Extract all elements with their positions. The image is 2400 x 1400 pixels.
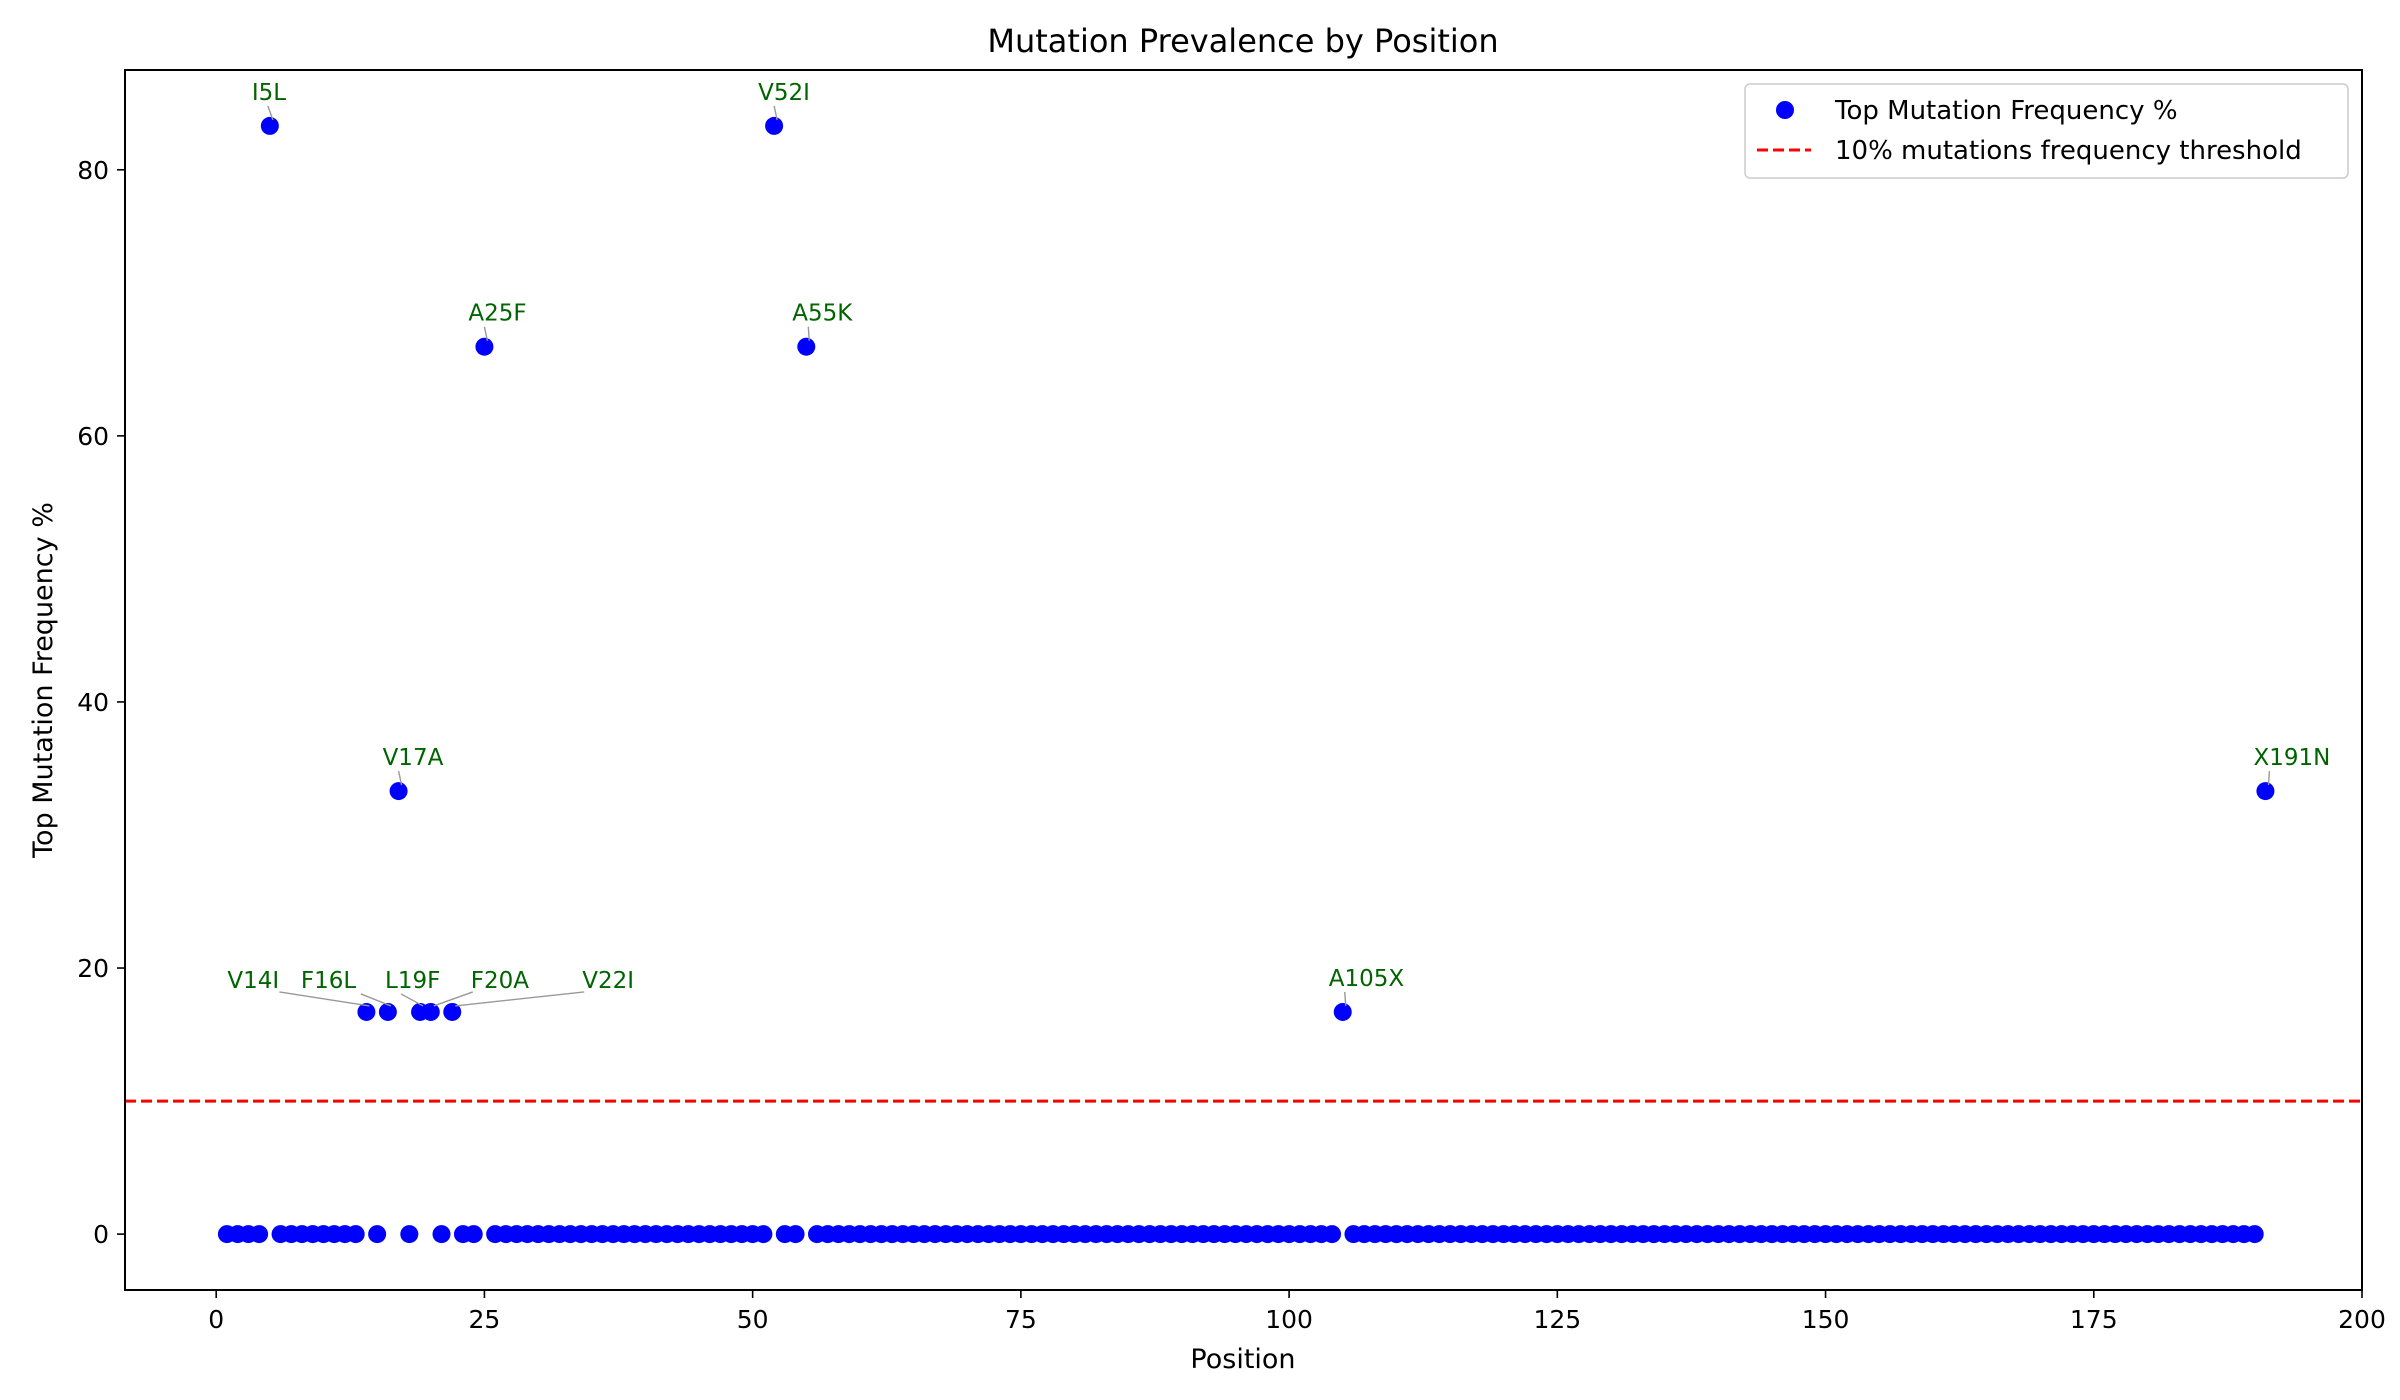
x-tick-label: 200 [2338, 1305, 2386, 1334]
annotation-arrow [397, 770, 403, 786]
data-point [443, 1002, 462, 1021]
y-axis-label: Top Mutation Frequency % [28, 502, 59, 859]
point-annotation-label: A55K [792, 301, 853, 327]
annotation-arrow [455, 991, 585, 1007]
y-tick-label: 60 [77, 422, 109, 451]
data-point [421, 1002, 440, 1021]
data-point [786, 1225, 805, 1244]
data-point [2256, 782, 2275, 801]
x-tick-label: 25 [469, 1305, 501, 1334]
y-tick-label: 20 [77, 954, 109, 983]
data-point [475, 337, 494, 356]
x-axis-label: Position [1190, 1344, 1295, 1375]
annotation-arrow [2267, 771, 2271, 786]
x-tick-label: 50 [737, 1305, 769, 1334]
data-point [432, 1225, 451, 1244]
annotation-arrow [279, 991, 370, 1007]
data-point [400, 1225, 419, 1244]
plot-area: 0 25 50 75 100 125 150 175 200 0 20 40 60 80 I5L V52I A2… [77, 69, 2386, 1334]
data-point [464, 1225, 483, 1244]
data-point [2245, 1225, 2264, 1244]
data-point [754, 1225, 773, 1244]
y-tick-label: 0 [93, 1220, 109, 1249]
point-annotation-label: F16L [301, 968, 356, 994]
data-point [389, 782, 408, 801]
data-point [368, 1225, 387, 1244]
point-annotation-label: A25F [468, 301, 526, 327]
y-tick-label: 80 [77, 156, 109, 185]
point-annotation-label: A105X [1329, 966, 1405, 992]
data-point [378, 1002, 397, 1021]
legend-label: 10% mutations frequency threshold [1835, 136, 2302, 166]
chart-title: Mutation Prevalence by Position [987, 22, 1498, 60]
y-tick-label: 40 [77, 688, 109, 717]
data-point [797, 337, 816, 356]
point-annotation-label: L19F [385, 968, 440, 994]
legend-marker [1776, 101, 1794, 119]
data-point [346, 1225, 365, 1244]
data-point [357, 1002, 376, 1021]
annotation-arrow [400, 993, 424, 1007]
data-point [765, 116, 784, 135]
x-tick-label: 175 [2070, 1305, 2118, 1334]
x-tick-label: 75 [1005, 1305, 1037, 1334]
legend-label: Top Mutation Frequency % [1834, 96, 2178, 126]
point-annotation-label: V14I [227, 968, 279, 994]
point-annotation-label: I5L [252, 80, 286, 106]
annotation-arrow [773, 105, 778, 121]
annotation-arrow [267, 105, 274, 121]
data-point [1323, 1225, 1342, 1244]
point-annotation-label: X191N [2253, 745, 2330, 771]
x-tick-label: 100 [1265, 1305, 1313, 1334]
legend: Top Mutation Frequency % 10% mutations fr… [1744, 83, 2349, 179]
x-tick-label: 150 [1802, 1305, 1850, 1334]
legend-box [1744, 83, 2349, 179]
data-point [250, 1225, 269, 1244]
x-tick-label: 0 [208, 1305, 224, 1334]
point-annotation-label: V52I [758, 80, 810, 106]
x-tick-label: 125 [1533, 1305, 1581, 1334]
point-annotation-label: V17A [383, 745, 444, 771]
plot-frame [124, 69, 2363, 1291]
data-point [260, 116, 279, 135]
point-annotation-label: V22I [582, 968, 634, 994]
annotation-arrow [483, 326, 489, 341]
data-point [1333, 1002, 1352, 1021]
annotation-arrow [433, 991, 474, 1007]
point-annotation-label: F20A [471, 968, 529, 994]
annotation-arrow [360, 993, 392, 1007]
annotation-arrow [807, 326, 810, 341]
annotation-arrow [1344, 991, 1347, 1006]
